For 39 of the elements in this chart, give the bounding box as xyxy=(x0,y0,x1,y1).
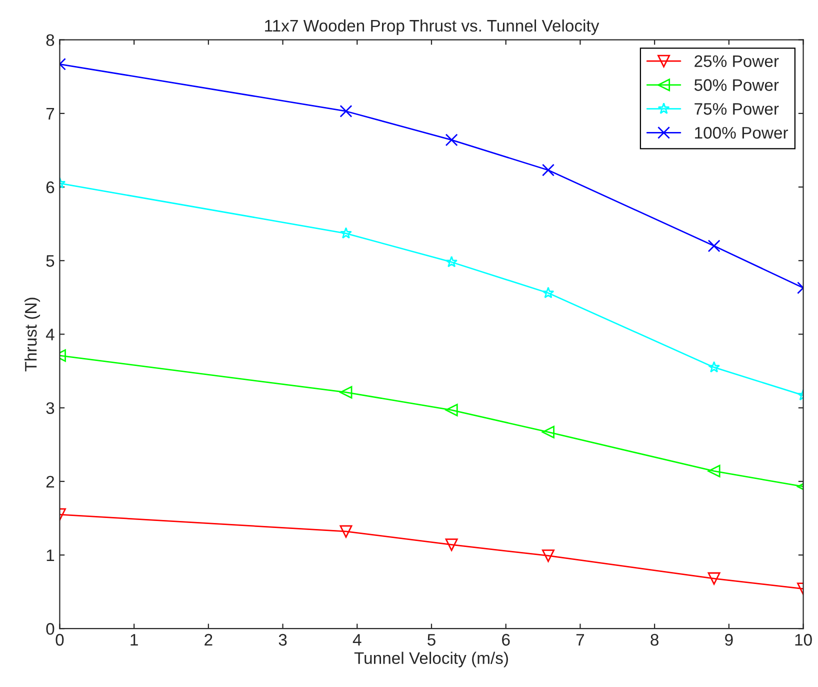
y-tick-label: 7 xyxy=(46,108,54,120)
point xyxy=(445,404,458,416)
x-tick-label: 2 xyxy=(204,634,212,646)
legend-label: 50% Power xyxy=(694,79,779,91)
point xyxy=(340,525,352,538)
legend-label: 75% Power xyxy=(694,103,779,115)
x-tick-label: 1 xyxy=(130,634,138,646)
point xyxy=(445,134,458,146)
y-tick-label: 3 xyxy=(46,402,54,414)
y-tick-label: 5 xyxy=(46,255,54,267)
x-tick-label: 10 xyxy=(795,634,812,646)
y-tick-label: 6 xyxy=(46,181,54,194)
x-tick-label: 8 xyxy=(650,634,658,646)
legend-label: 25% Power xyxy=(694,55,779,68)
y-tick-label: 0 xyxy=(46,623,54,635)
x-tick-label: 0 xyxy=(56,634,64,646)
x-axis-title: Tunnel Velocity (m/s) xyxy=(354,652,508,668)
x-tick-label: 5 xyxy=(428,634,436,646)
point xyxy=(542,164,554,176)
x-tick-label: 3 xyxy=(278,634,287,646)
point xyxy=(340,386,352,399)
y-tick-label: 4 xyxy=(46,328,54,340)
point xyxy=(340,227,352,239)
y-axis-title: Thrust (N) xyxy=(24,298,40,372)
x-tick-label: 7 xyxy=(576,634,584,646)
point xyxy=(340,104,352,118)
point xyxy=(542,286,554,298)
y-tick-label: 8 xyxy=(46,34,54,46)
chart-title: 11x7 Wooden Prop Thrust vs. Tunnel Velocity xyxy=(265,19,600,35)
x-tick-label: 4 xyxy=(352,634,362,646)
legend-label: 100% Power xyxy=(695,126,788,139)
point xyxy=(446,256,458,268)
point xyxy=(542,426,554,438)
x-tick-label: 6 xyxy=(502,634,510,646)
point xyxy=(445,538,458,551)
y-tick-label: 2 xyxy=(46,476,54,488)
point xyxy=(542,549,554,562)
y-tick-label: 1 xyxy=(46,550,54,562)
x-tick-label: 9 xyxy=(725,634,733,646)
